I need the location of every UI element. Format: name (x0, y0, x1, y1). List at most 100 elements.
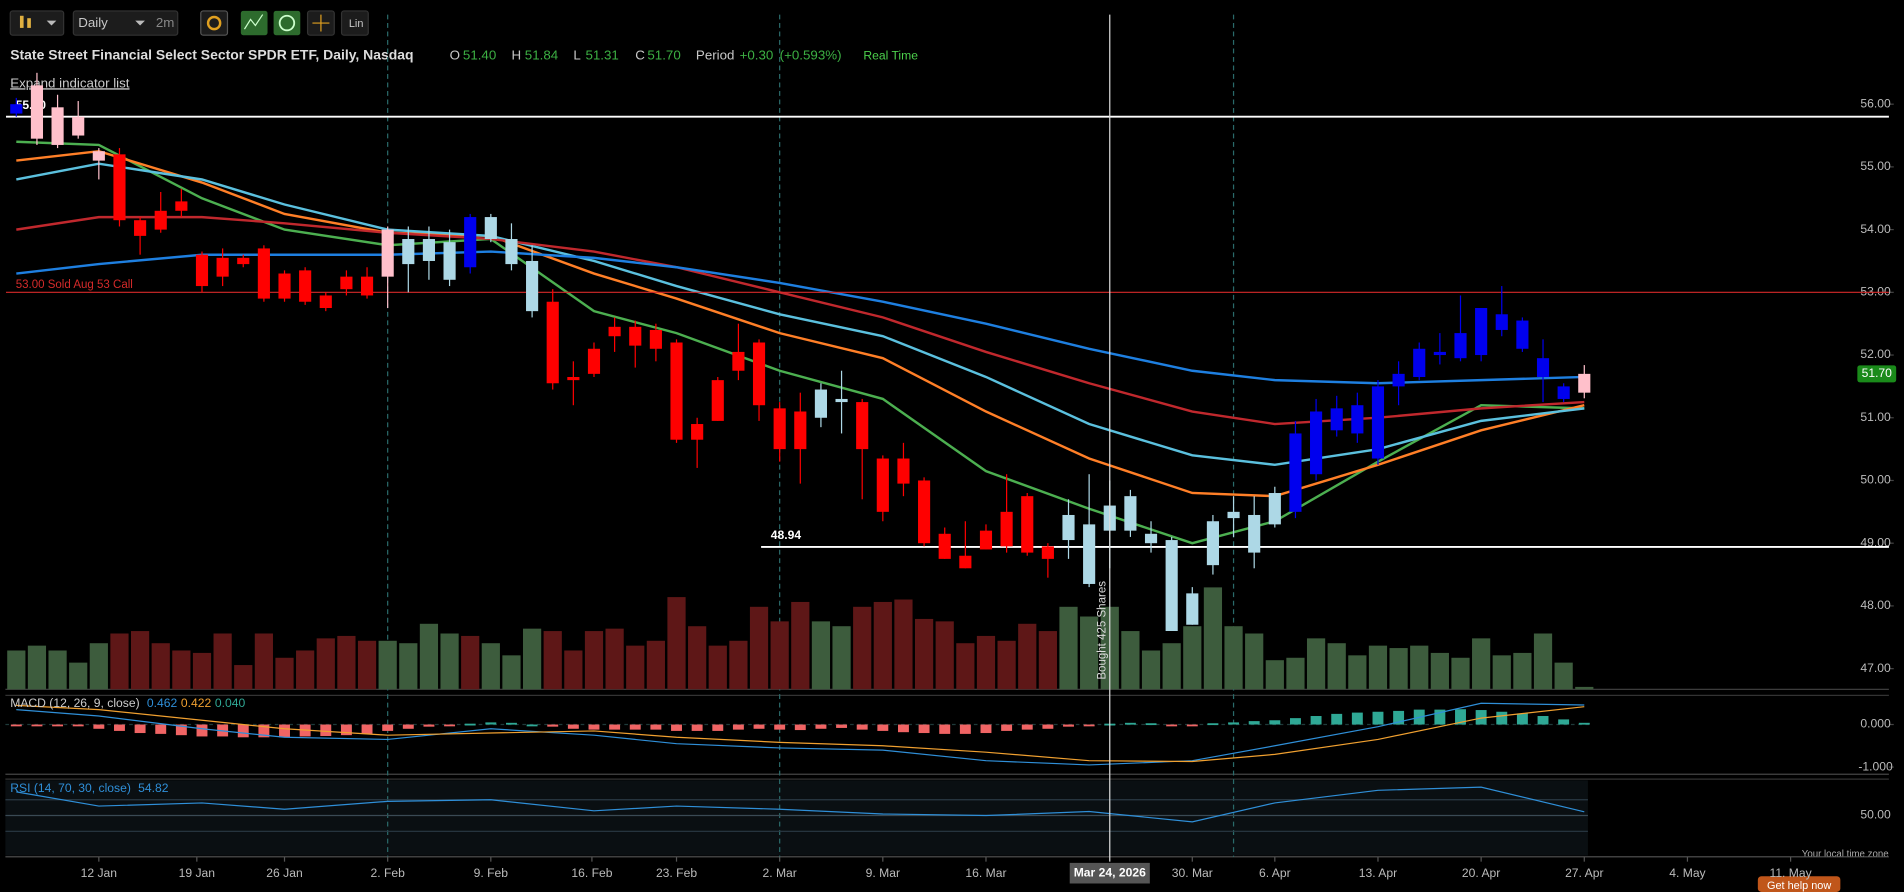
volume-bar (584, 631, 604, 690)
volume-bar (1533, 633, 1553, 690)
close-value: 51.70 (647, 47, 680, 62)
candle-body (195, 254, 209, 287)
volume-bar (791, 601, 810, 690)
trade-note: Bought 425 Shares (1097, 581, 1109, 680)
candle-body (381, 229, 394, 277)
candle-body (30, 85, 44, 139)
volume-bar (997, 640, 1016, 690)
macd-histogram-bar (320, 724, 332, 737)
settings-button[interactable] (200, 10, 229, 36)
volume-bar (399, 643, 418, 690)
candle-body (402, 239, 415, 265)
volume-bar (316, 638, 335, 690)
x-tick-label: 20. Apr (1462, 866, 1500, 880)
macd-histogram-bar (959, 724, 971, 734)
candle-body (1062, 514, 1075, 541)
macd-histogram-bar (340, 724, 352, 736)
candle-body (1454, 333, 1467, 359)
volume-bar (192, 652, 212, 690)
volume-bar (378, 640, 397, 690)
candle-body (959, 555, 972, 569)
candle-body (1578, 373, 1591, 393)
macd-histogram-bar (1063, 724, 1074, 727)
volume-bar (976, 635, 996, 690)
macd-histogram-bar (671, 724, 682, 731)
macd-histogram-bar (526, 724, 538, 727)
macd-histogram-bar (1042, 724, 1054, 729)
candle-body (1536, 358, 1550, 377)
volume-bar (502, 655, 521, 690)
macd-histogram-bar (1475, 710, 1487, 725)
candle-body (979, 530, 993, 550)
volume-bar (234, 665, 253, 690)
y-tick-label: 52.00 (1860, 347, 1891, 361)
x-tick-label: 16. Mar (965, 866, 1006, 880)
expand-link[interactable]: Expand indicator list (10, 75, 130, 90)
macd-histogram-bar (444, 724, 456, 727)
candle-body (1083, 524, 1096, 584)
candle-body (1124, 496, 1137, 531)
x-tick-label: 11. May (1769, 866, 1812, 880)
time-button[interactable] (273, 10, 301, 36)
rsi-tick-label: 50.00 (1860, 808, 1891, 822)
volume-bar (1245, 633, 1264, 690)
macd-histogram-bar (134, 724, 146, 734)
interval-dropdown[interactable] (72, 10, 179, 36)
change-pct: (+0.593%) (780, 47, 842, 62)
macd-histogram-bar (547, 724, 559, 727)
volume-bar (1410, 645, 1429, 690)
macd-histogram-bar (918, 724, 930, 734)
y-tick-label: 49.00 (1860, 535, 1891, 549)
macd-histogram-bar (836, 724, 848, 728)
volume-bar (1183, 626, 1202, 690)
volume-bar (1059, 606, 1078, 690)
macd-legend: MACD (12, 26, 9, close) 0.462 0.422 0.040 (10, 696, 245, 710)
candle-body (814, 389, 827, 418)
icon (46, 20, 57, 26)
macd-tick-label: -1.000 (1858, 759, 1893, 773)
candle-body (1495, 314, 1508, 330)
signal-line (16, 704, 1585, 763)
price-level-value: 53.00 (16, 279, 45, 291)
candle-body (10, 104, 23, 114)
help-button[interactable] (1757, 876, 1841, 892)
high-value: 51.84 (525, 47, 559, 62)
macd-histogram-bar (1248, 721, 1260, 725)
macd-histogram-bar (609, 724, 621, 730)
volume-bar (749, 606, 769, 690)
macd-histogram-bar (1310, 716, 1322, 725)
volume-bar (1368, 645, 1388, 690)
macd-histogram-bar (1516, 713, 1528, 725)
scale-button[interactable] (340, 10, 369, 36)
candle-body (1206, 521, 1219, 566)
macd-histogram-bar (402, 724, 414, 729)
chart-type-button[interactable] (9, 10, 65, 36)
macd-histogram-bar (1331, 713, 1343, 725)
rsi-legend: RSI (14, 70, 30, close) 54.82 (10, 781, 169, 795)
macd-histogram-bar (31, 724, 43, 727)
icon (312, 14, 330, 32)
macd-histogram-bar (464, 723, 476, 726)
candle-body (546, 301, 559, 384)
candle-body (876, 458, 889, 512)
macd-histogram-bar (1001, 724, 1013, 731)
label: H (511, 47, 521, 62)
rsi-legend-title: RSI (14, 70, 30, close) (10, 781, 131, 795)
volume-bar (48, 650, 67, 690)
candle-body (92, 151, 105, 161)
instrument-title: State Street Financial Select Sector SPD… (10, 47, 413, 63)
volume-bar (1306, 638, 1326, 690)
volume-bar (914, 618, 934, 690)
volume-bar (1224, 626, 1243, 690)
macd-histogram-bar (753, 724, 765, 729)
volume-bar (564, 650, 583, 690)
macd-histogram-bar (1166, 724, 1178, 727)
volume-bar (646, 640, 665, 690)
toolbar: Daily 2m Lin (9, 10, 369, 36)
macd-value: 0.462 (147, 696, 178, 710)
candle-body (1248, 514, 1261, 553)
macd-histogram-bar (794, 724, 806, 731)
macd-line (16, 702, 1585, 766)
candle-body (443, 242, 456, 280)
